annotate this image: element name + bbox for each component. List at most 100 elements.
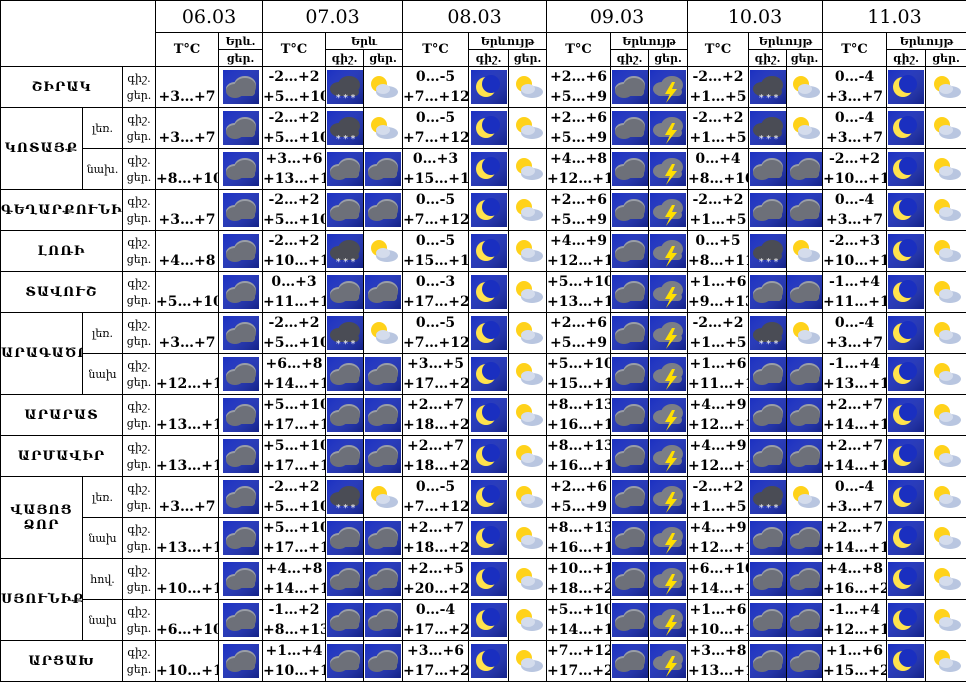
weather-icon xyxy=(928,111,965,145)
weather-icon xyxy=(326,357,363,391)
temperature: +4…+8 +16…+21 xyxy=(822,558,888,600)
weather-icon xyxy=(470,398,507,432)
temperature: +2…+7 +18…+21 xyxy=(402,435,470,477)
weather-icon xyxy=(749,275,786,309)
icon-cell xyxy=(325,148,365,190)
temp-range: -2…+2 xyxy=(268,69,320,85)
weather-icon xyxy=(650,275,687,309)
icon-cell: * * * xyxy=(748,230,788,272)
weather-icon xyxy=(470,357,507,391)
spacer xyxy=(157,519,218,539)
weather-icon xyxy=(787,562,822,596)
weather-icon xyxy=(509,70,546,104)
temp-range: +1…+5 xyxy=(689,130,747,146)
temperature: +2…+7 +14…+17 xyxy=(822,394,888,436)
region-name: ԼՈՌԻ xyxy=(0,230,123,272)
temp-range: +5…+9 xyxy=(550,89,607,105)
icon-cell xyxy=(786,394,824,436)
temp-range: +1…+6 xyxy=(689,602,747,618)
weather-icon xyxy=(650,398,687,432)
temp-range: +4…+8 xyxy=(826,561,883,577)
icon-cell xyxy=(786,353,824,395)
icon-cell xyxy=(925,394,966,436)
weather-icon: * * * xyxy=(749,316,786,350)
temp-range: +8…+13 xyxy=(547,397,611,413)
temperature: +13…+16 xyxy=(155,394,220,436)
icon-cell xyxy=(610,66,650,108)
temp-range: +13…+16 xyxy=(263,171,325,187)
icon-cell xyxy=(218,271,264,313)
temp-range: +2…+6 xyxy=(550,69,607,85)
temp-range: +14…+17 xyxy=(823,417,886,433)
icon-cell xyxy=(925,640,966,682)
temp-range: 0…-5 xyxy=(415,192,456,208)
temp-range: 0…-3 xyxy=(415,274,456,290)
weather-icon xyxy=(787,644,822,678)
period-label: գիշ. xyxy=(127,113,151,126)
period-label: գիշ. xyxy=(127,564,151,577)
icon-cell xyxy=(363,599,404,641)
temperature: +8…+13 +16…+19 xyxy=(546,394,612,436)
temp-range: +3…+5 xyxy=(407,356,464,372)
weather-icon xyxy=(222,480,259,514)
phenomenon-header: Երևույթ xyxy=(610,32,689,50)
temp-range: +11…+16 xyxy=(263,294,325,310)
svg-text:* * *: * * * xyxy=(336,340,356,350)
temp-range: +15…+20 xyxy=(823,663,886,679)
temp-range: +1…+5 xyxy=(689,335,747,351)
spacer xyxy=(157,150,218,170)
weather-icon xyxy=(749,644,786,678)
icon-cell xyxy=(925,271,966,313)
temperature: +5…+10 xyxy=(155,271,220,313)
period-label: գիշ. xyxy=(127,523,151,536)
temperature: 0…-4 +3…+7 xyxy=(822,189,888,231)
icon-cell xyxy=(648,312,689,354)
icon-cell xyxy=(508,189,548,231)
temp-range: -2…+2 xyxy=(829,151,881,167)
icon-cell xyxy=(218,435,264,477)
icon-cell xyxy=(325,558,365,600)
weather-icon xyxy=(326,275,363,309)
region-row: ՎԱՅՈՑ ՁՈՐ լեռ. գիշ. ցեր. +3…+7 -2…+2 +5…+10 * *… xyxy=(0,476,966,559)
icon-cell xyxy=(610,312,650,354)
weather-icon xyxy=(888,152,925,186)
temperature: -2…+3 +10…+13 xyxy=(822,230,888,272)
temp-range: +1…+6 xyxy=(689,356,747,372)
icon-cell xyxy=(363,66,404,108)
phenomenon-header: Երևույթ xyxy=(468,32,548,50)
region-row: նախ գիշ. ցեր. +13…+16 +5…+10 +17…+19 +2…+7 +18…… xyxy=(1,517,966,559)
forecast-table: 06.03 07.03 08.03 09.03 10.03 11.03 T°C Երև. T°C… xyxy=(0,0,966,682)
period-label: ցեր. xyxy=(126,130,152,143)
weather-icon: * * * xyxy=(749,111,786,145)
period-labels: գիշ. ցեր. xyxy=(121,394,157,436)
temp-range: +5…+10 xyxy=(263,397,326,413)
period-header: գիշ. xyxy=(325,49,365,67)
weather-icon xyxy=(365,357,402,391)
temp-range: +17…+19 xyxy=(263,540,325,556)
period-label: ցեր. xyxy=(126,171,152,184)
weather-icon xyxy=(365,70,402,104)
temp-header: T°C xyxy=(546,32,612,67)
corner xyxy=(0,0,157,67)
weather-icon: * * * xyxy=(749,70,786,104)
icon-cell xyxy=(786,435,824,477)
weather-icon xyxy=(787,275,822,309)
weather-icon xyxy=(928,193,965,227)
icon-cell xyxy=(648,435,689,477)
spacer xyxy=(157,68,218,88)
weather-icon xyxy=(749,603,786,637)
weather-icon xyxy=(509,234,546,268)
weather-icon xyxy=(888,316,925,350)
icon-cell xyxy=(508,312,548,354)
weather-icon: * * * xyxy=(326,316,363,350)
spacer xyxy=(157,642,218,662)
period-label: ցեր. xyxy=(126,376,152,389)
temperature: +3…+7 xyxy=(155,312,220,354)
temperature: +2…+6 +5…+9 xyxy=(546,312,612,354)
weather-icon xyxy=(470,70,507,104)
period-label: գիշ. xyxy=(127,195,151,208)
icon-cell xyxy=(363,271,404,313)
weather-icon xyxy=(509,562,546,596)
weather-icon xyxy=(509,644,546,678)
period-label: գիշ. xyxy=(127,482,151,495)
